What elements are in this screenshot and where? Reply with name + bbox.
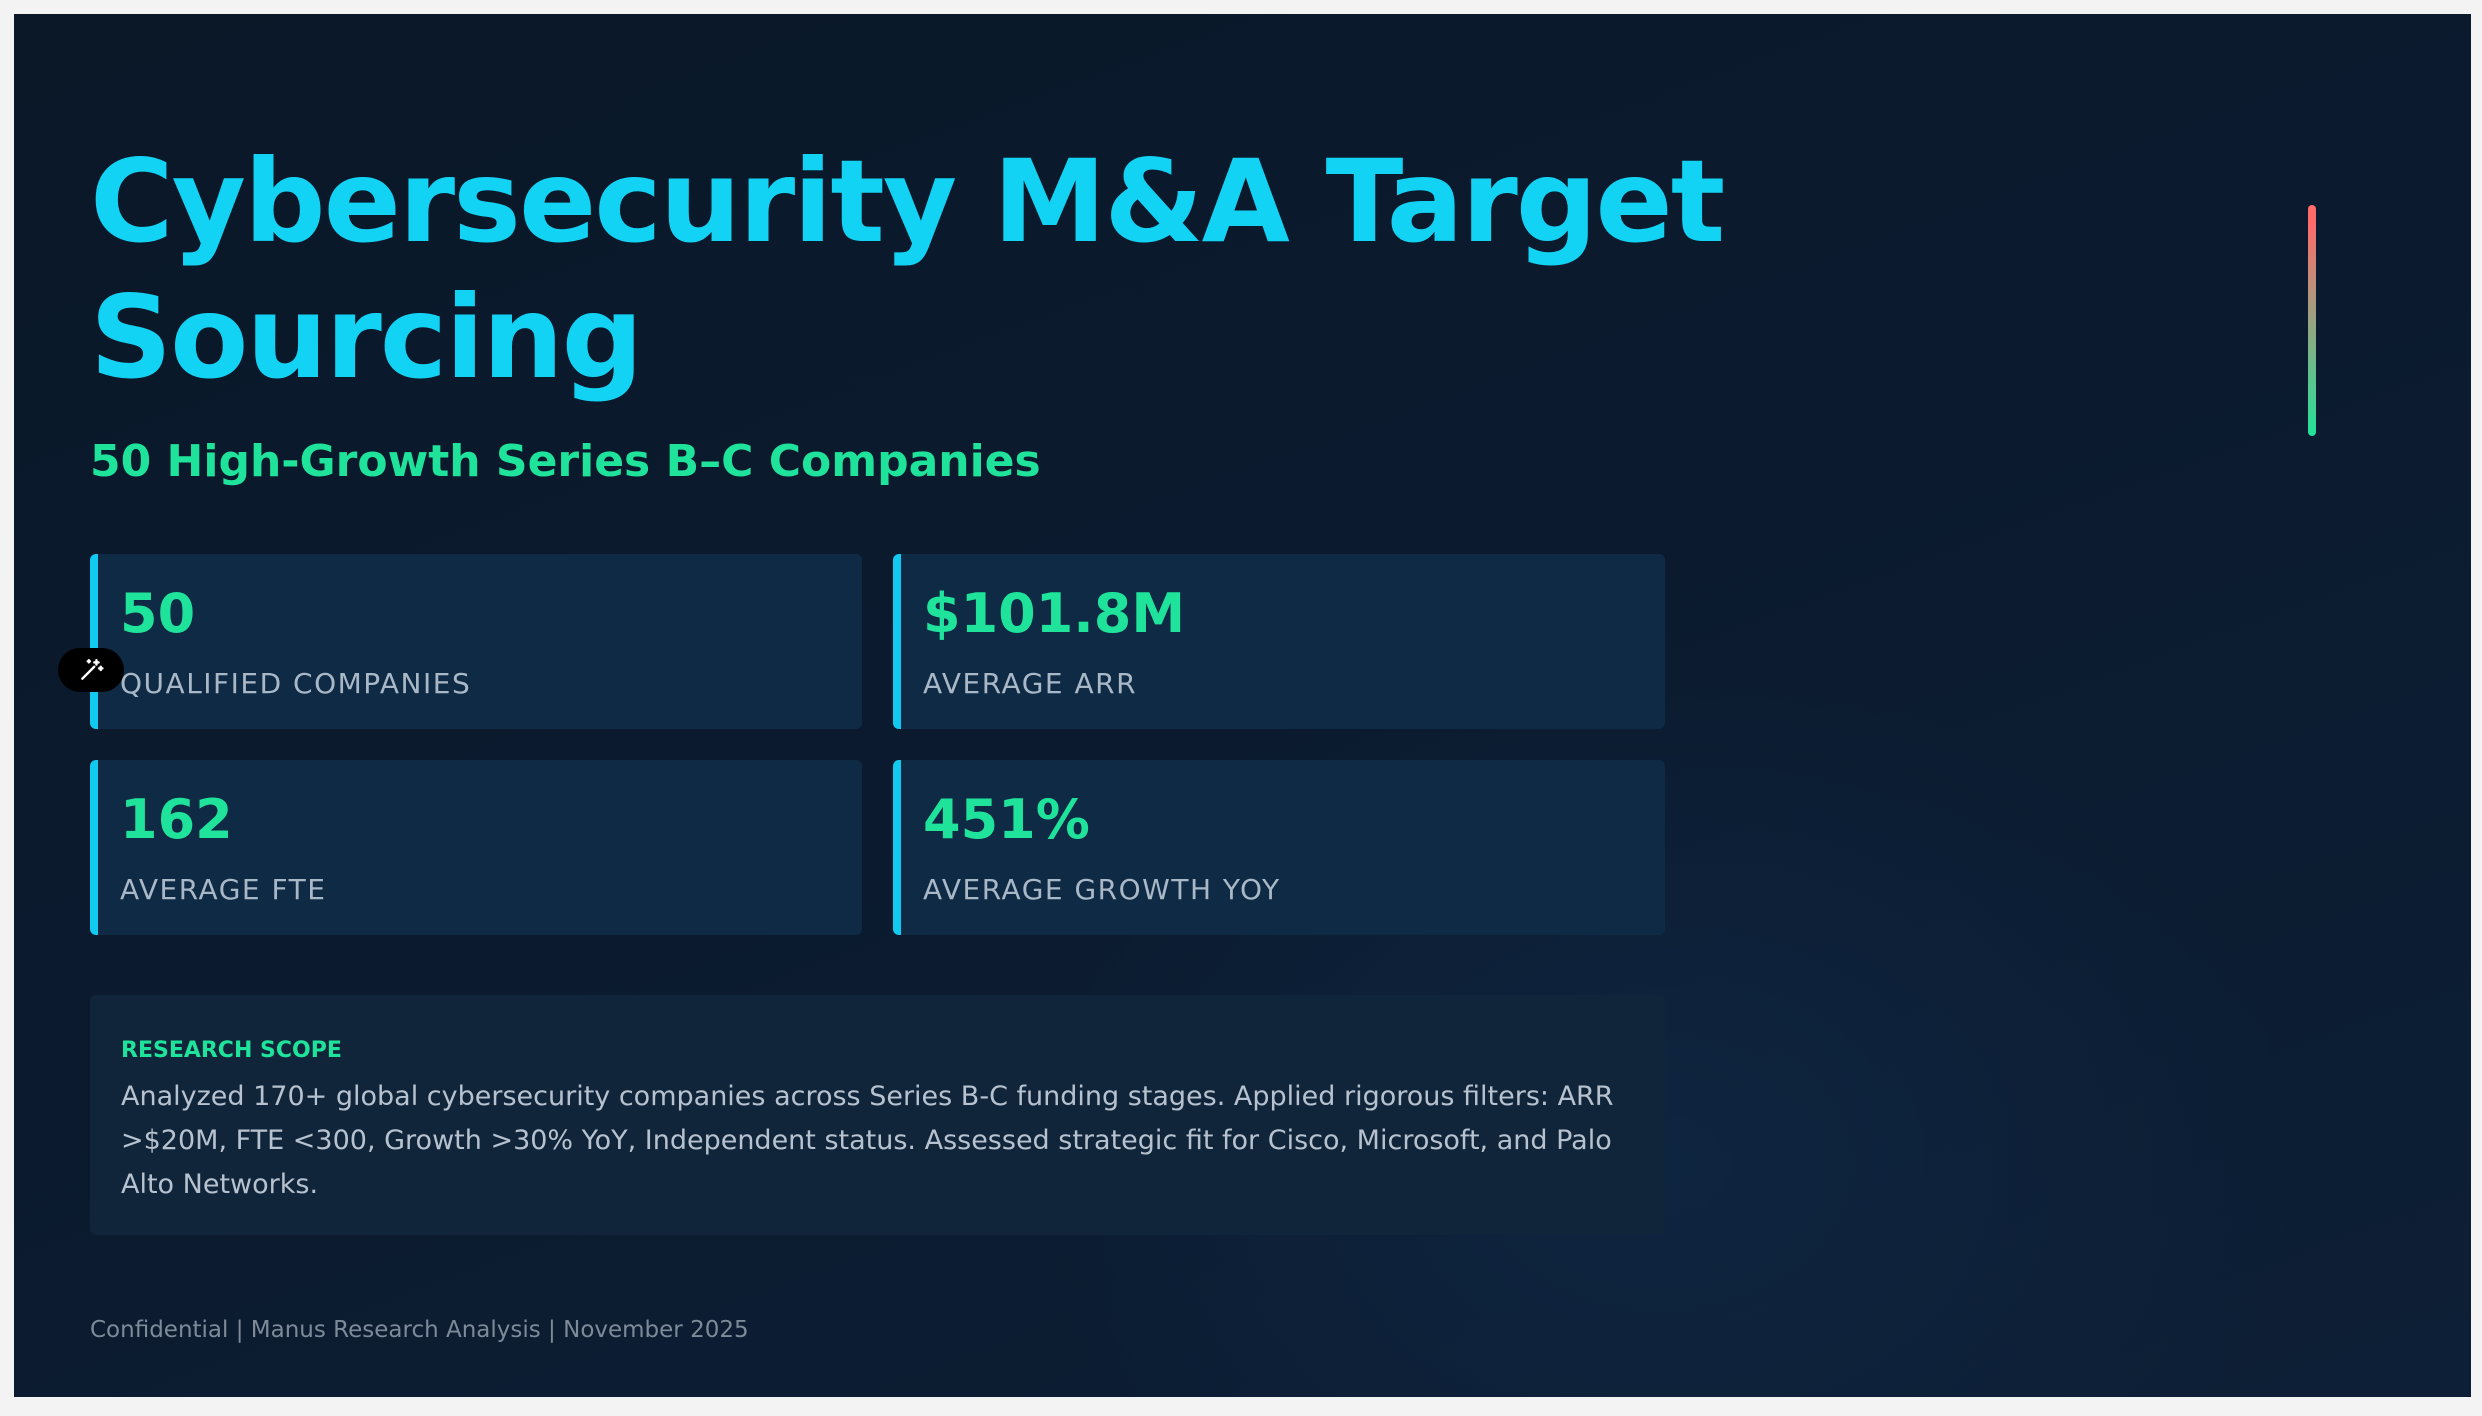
stat-value: $101.8M bbox=[923, 582, 1186, 645]
stat-card-average-arr: $101.8M AVERAGE ARR bbox=[893, 554, 1665, 729]
slide: Cybersecurity M&A Target Sourcing 50 Hig… bbox=[14, 14, 2471, 1397]
slide-title: Cybersecurity M&A Target Sourcing bbox=[90, 135, 1725, 404]
decorative-accent-bar bbox=[2308, 205, 2316, 436]
slide-subtitle: 50 High-Growth Series B–C Companies bbox=[90, 436, 1041, 487]
stat-value: 451% bbox=[923, 788, 1090, 851]
slide-footer: Confidential | Manus Research Analysis |… bbox=[90, 1317, 749, 1343]
stat-label: QUALIFIED COMPANIES bbox=[120, 667, 472, 700]
stat-value: 162 bbox=[120, 788, 233, 851]
stat-card-qualified-companies: 50 QUALIFIED COMPANIES bbox=[90, 554, 862, 729]
stat-card-average-fte: 162 AVERAGE FTE bbox=[90, 760, 862, 935]
stat-value: 50 bbox=[120, 582, 196, 645]
magic-edit-button[interactable] bbox=[58, 648, 124, 692]
research-scope-panel: RESEARCH SCOPE Analyzed 170+ global cybe… bbox=[90, 995, 1665, 1235]
stat-label: AVERAGE FTE bbox=[120, 873, 327, 906]
stat-label: AVERAGE GROWTH YOY bbox=[923, 873, 1281, 906]
magic-wand-icon bbox=[81, 659, 104, 680]
research-scope-body: Analyzed 170+ global cybersecurity compa… bbox=[121, 1081, 1614, 1200]
research-scope-heading: RESEARCH SCOPE bbox=[121, 1038, 342, 1063]
stat-card-average-growth: 451% AVERAGE GROWTH YOY bbox=[893, 760, 1665, 935]
stat-label: AVERAGE ARR bbox=[923, 667, 1138, 700]
